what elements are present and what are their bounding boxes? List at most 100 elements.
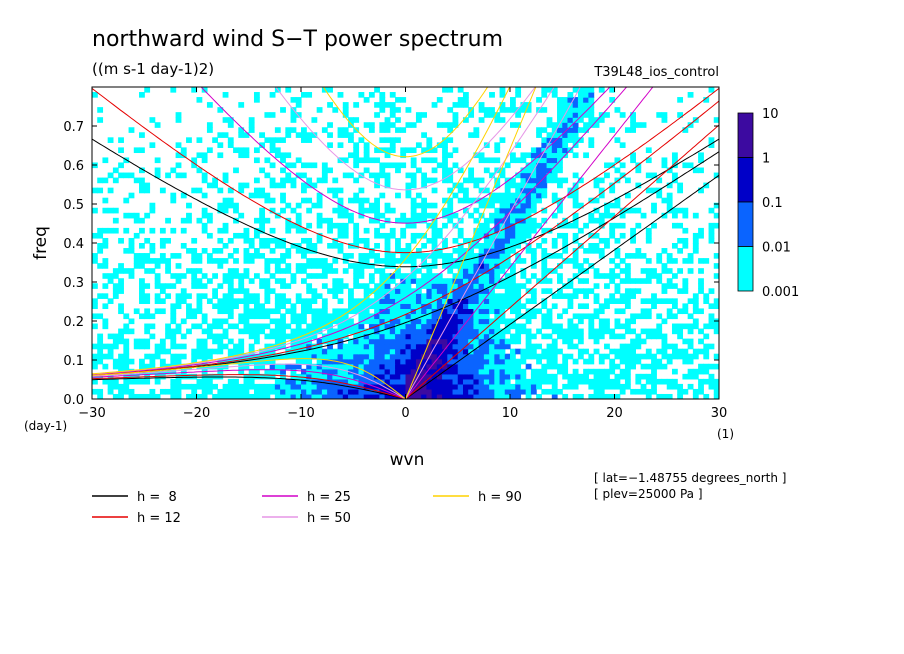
heatmap-cell xyxy=(525,343,532,350)
heatmap-cell xyxy=(661,112,668,118)
heatmap-cell xyxy=(144,298,151,304)
heatmap-cell xyxy=(541,157,548,164)
colorbar-label: 0.01 xyxy=(762,241,791,256)
heatmap-cell xyxy=(431,243,438,249)
heatmap-cell xyxy=(703,97,710,103)
heatmap-cell xyxy=(483,237,490,244)
heatmap-cell xyxy=(698,258,704,264)
heatmap-cell xyxy=(598,248,605,254)
heatmap-cell xyxy=(483,353,490,360)
heatmap-cell xyxy=(264,333,271,340)
heatmap-cell xyxy=(170,87,177,93)
heatmap-cell xyxy=(238,393,245,399)
colorbar-swatch xyxy=(737,246,754,292)
heatmap-cell xyxy=(436,323,443,330)
heatmap-cell xyxy=(342,107,349,113)
heatmap-cell xyxy=(609,222,616,229)
heatmap-cell xyxy=(624,373,631,380)
heatmap-cell xyxy=(442,263,448,269)
heatmap-cell xyxy=(342,348,349,355)
heatmap-cell xyxy=(510,358,516,365)
heatmap-cell xyxy=(572,373,579,380)
heatmap-cell xyxy=(442,308,448,315)
heatmap-cell xyxy=(290,313,297,320)
heatmap-cell xyxy=(332,393,339,399)
heatmap-cell xyxy=(384,368,391,375)
heatmap-cell xyxy=(499,313,506,320)
heatmap-cell xyxy=(217,187,224,194)
heatmap-cell xyxy=(426,303,433,310)
heatmap-cell xyxy=(363,358,370,365)
heatmap-cell xyxy=(306,288,313,294)
heatmap-cell xyxy=(144,87,151,93)
heatmap-cell xyxy=(671,328,678,335)
heatmap-cell xyxy=(504,162,511,169)
heatmap-cell xyxy=(656,348,663,355)
heatmap-cell xyxy=(290,222,297,229)
heatmap-cell xyxy=(447,388,454,395)
heatmap-cell xyxy=(447,358,454,365)
heatmap-cell xyxy=(400,288,407,294)
heatmap-cell xyxy=(327,388,333,395)
heatmap-cell xyxy=(530,177,537,184)
heatmap-cell xyxy=(489,192,495,199)
heatmap-cell xyxy=(395,273,401,279)
heatmap-cell xyxy=(489,278,495,284)
heatmap-cell xyxy=(604,237,610,244)
heatmap-cell xyxy=(645,373,652,380)
heatmap-cell xyxy=(410,328,417,335)
heatmap-cell xyxy=(400,328,407,335)
heatmap-cell xyxy=(269,308,276,315)
heatmap-cell xyxy=(588,97,595,103)
heatmap-cell xyxy=(321,258,328,264)
heatmap-cell xyxy=(551,253,558,259)
heatmap-cell xyxy=(604,328,610,335)
heatmap-cell xyxy=(703,343,710,350)
heatmap-cell xyxy=(374,363,380,370)
heatmap-cell xyxy=(572,253,579,259)
heatmap-cell xyxy=(374,303,380,310)
heatmap-cell xyxy=(295,293,302,299)
heatmap-cell xyxy=(557,323,563,330)
heatmap-cell xyxy=(353,273,360,279)
heatmap-cell xyxy=(332,318,339,325)
heatmap-cell xyxy=(489,328,495,335)
heatmap-cell xyxy=(510,278,516,284)
heatmap-cell xyxy=(170,338,177,345)
heatmap-cell xyxy=(478,338,485,345)
heatmap-cell xyxy=(546,152,553,159)
heatmap-cell xyxy=(170,343,177,350)
heatmap-cell xyxy=(525,298,532,304)
heatmap-cell xyxy=(165,348,171,355)
heatmap-cell xyxy=(149,323,156,330)
heatmap-cell xyxy=(128,268,135,274)
heatmap-cell xyxy=(368,363,375,370)
heatmap-cell xyxy=(614,298,621,304)
heatmap-cell xyxy=(175,112,182,118)
heatmap-cell xyxy=(415,353,422,360)
heatmap-cell xyxy=(442,383,448,390)
heatmap-cell xyxy=(551,177,558,184)
heatmap-cell xyxy=(708,137,715,143)
heatmap-cell xyxy=(253,217,260,224)
heatmap-cell xyxy=(368,353,375,360)
heatmap-cell xyxy=(499,303,506,310)
heatmap-cell xyxy=(363,157,370,164)
heatmap-cell xyxy=(567,107,574,113)
heatmap-cell xyxy=(671,348,678,355)
heatmap-cell xyxy=(442,288,448,294)
heatmap-cell xyxy=(206,383,213,390)
heatmap-cell xyxy=(546,288,553,294)
heatmap-cell xyxy=(400,97,407,103)
heatmap-cell xyxy=(651,383,657,390)
heatmap-cell xyxy=(123,268,130,274)
y-tick-label: 0.2 xyxy=(63,315,84,330)
heatmap-cell xyxy=(504,187,511,194)
heatmap-cell xyxy=(139,227,145,234)
heatmap-cell xyxy=(499,192,506,199)
heatmap-cell xyxy=(572,378,579,385)
heatmap-cell xyxy=(337,318,344,325)
heatmap-cell xyxy=(259,237,266,244)
heatmap-cell xyxy=(217,318,224,325)
heatmap-cell xyxy=(499,393,506,399)
